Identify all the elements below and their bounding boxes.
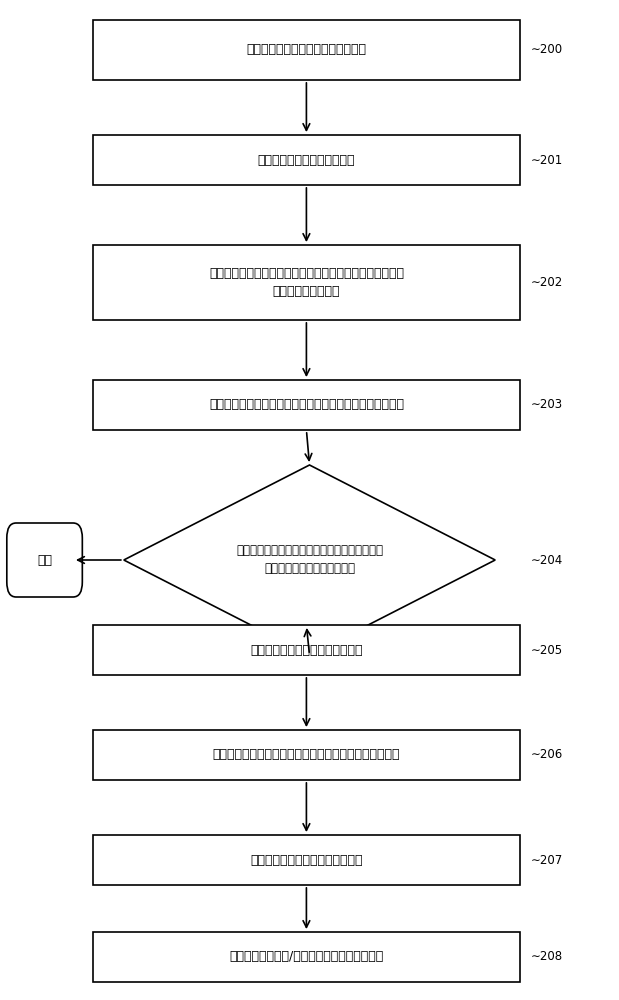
Text: 向服务器发送设备标识的同步请求: 向服务器发送设备标识的同步请求 — [250, 644, 363, 656]
FancyBboxPatch shape — [93, 20, 520, 80]
Text: ∼203: ∼203 — [530, 398, 563, 412]
FancyBboxPatch shape — [93, 625, 520, 675]
FancyBboxPatch shape — [7, 523, 82, 597]
Text: 根据构造的多个设备子标识之间的关联关系，检
测是否存在异常的设备子标识: 根据构造的多个设备子标识之间的关联关系，检 测是否存在异常的设备子标识 — [236, 544, 383, 576]
FancyBboxPatch shape — [93, 835, 520, 885]
Text: 根据服务器加载的设备标识，对多个设备子标识进行恢复: 根据服务器加载的设备标识，对多个设备子标识进行恢复 — [213, 748, 400, 762]
FancyBboxPatch shape — [93, 932, 520, 982]
Text: ∼206: ∼206 — [530, 748, 563, 762]
Text: ∼208: ∼208 — [530, 950, 563, 964]
Text: 生成设备存在复用风险的告警信息: 生成设备存在复用风险的告警信息 — [250, 854, 363, 866]
FancyBboxPatch shape — [93, 730, 520, 780]
FancyBboxPatch shape — [93, 380, 520, 430]
Text: ∼205: ∼205 — [530, 644, 563, 656]
Text: ∼202: ∼202 — [530, 276, 563, 289]
Text: 输出告警信息，和/或，向服务器发送告警信息: 输出告警信息，和/或，向服务器发送告警信息 — [229, 950, 384, 964]
Polygon shape — [124, 465, 495, 655]
Text: ∼201: ∼201 — [530, 153, 563, 166]
Text: 根据预设的碎片化处理规则，对设备标识进行碎片化处理，
得到多个设备子标识: 根据预设的碎片化处理规则，对设备标识进行碎片化处理， 得到多个设备子标识 — [209, 267, 404, 298]
Text: 根据预设的关联规则，构造多个设备子标识之间的关联关系: 根据预设的关联规则，构造多个设备子标识之间的关联关系 — [209, 398, 404, 412]
Text: ∼207: ∼207 — [530, 854, 563, 866]
Text: ∼204: ∼204 — [530, 554, 563, 566]
FancyBboxPatch shape — [93, 135, 520, 185]
Text: ∼200: ∼200 — [530, 43, 563, 56]
Text: 结束: 结束 — [37, 554, 52, 566]
FancyBboxPatch shape — [93, 245, 520, 320]
Text: 向服务器发送生成的设备标识: 向服务器发送生成的设备标识 — [258, 153, 355, 166]
Text: 根据设备的特征数据，生成设备标识: 根据设备的特征数据，生成设备标识 — [246, 43, 366, 56]
